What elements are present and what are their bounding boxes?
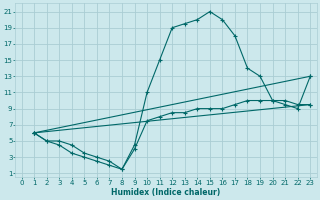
X-axis label: Humidex (Indice chaleur): Humidex (Indice chaleur) [111, 188, 220, 197]
